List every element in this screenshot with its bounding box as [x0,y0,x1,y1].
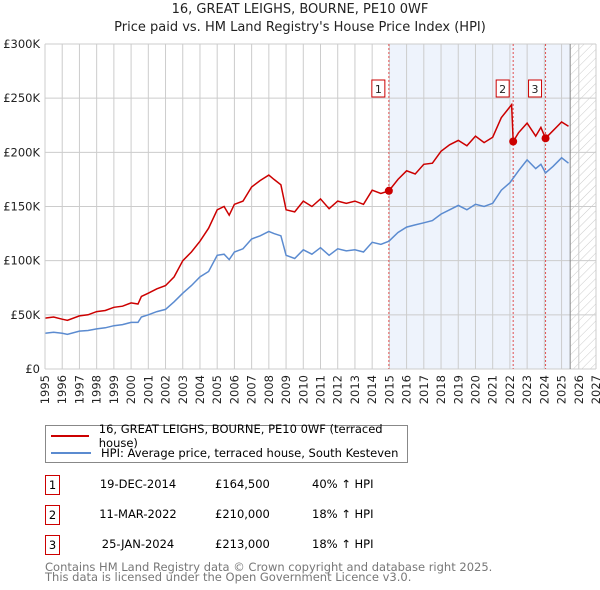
x-tick-label: 2025 [555,375,569,404]
footer-licence: This data is licensed under the Open Gov… [45,570,412,584]
y-tick-label: £0 [25,362,40,376]
x-tick-label: 2002 [159,375,173,404]
x-tick-label: 2027 [589,375,600,404]
x-tick-label: 1995 [38,375,52,404]
footer-copyright: Contains HM Land Registry data © Crown c… [45,560,493,574]
sale-point [509,137,518,146]
sale-marker-badge: 2 [45,505,60,525]
table-row: 3 25-JAN-2024 £213,000 18% ↑ HPI [45,535,465,555]
y-tick-label: £100K [3,254,40,268]
sale-price: £210,000 [215,507,270,521]
x-tick-label: 2016 [400,375,414,404]
x-tick-label: 2004 [193,375,207,404]
y-tick-label: £150K [3,200,40,214]
sale-point [384,186,393,195]
sale-marker-badge: 1 [45,475,60,495]
legend-item-hpi: HPI: Average price, terraced house, Sout… [51,445,398,461]
x-tick-label: 2000 [124,375,138,404]
sale-label: 2 [499,83,506,96]
x-tick-label: 2017 [417,375,431,404]
x-tick-label: 2010 [296,375,310,404]
sale-label-box [371,79,386,98]
x-tick-label: 1997 [72,375,86,404]
legend-swatch-red [51,435,89,437]
sale-hpi-diff: 18% ↑ HPI [312,507,374,521]
x-tick-label: 2007 [245,375,259,404]
x-tick-label: 2008 [262,375,276,404]
sale-hpi-diff: 18% ↑ HPI [312,537,374,551]
sale-label: 1 [375,83,382,96]
chart-title: 16, GREAT LEIGHS, BOURNE, PE10 0WF [171,2,429,17]
legend-label: 16, GREAT LEIGHS, BOURNE, PE10 0WF (terr… [98,422,383,450]
x-tick-label: 2018 [434,375,448,404]
x-tick-label: 1999 [107,375,121,404]
legend-item-property: 16, GREAT LEIGHS, BOURNE, PE10 0WF (terr… [51,422,407,450]
y-tick-label: £200K [3,145,40,159]
sale-marker-badge: 3 [45,535,60,555]
x-tick-label: 2023 [520,375,534,404]
x-tick-label: 2013 [348,375,362,404]
sale-date: 19-DEC-2014 [99,477,177,491]
x-tick-label: 2005 [210,375,224,404]
series-line [44,156,569,336]
sale-date: 25-JAN-2024 [101,537,175,551]
y-tick-label: £250K [3,91,40,105]
x-tick-label: 2019 [451,375,465,404]
y-tick-label: £300K [3,37,40,51]
series-line [44,102,569,322]
x-tick-label: 1998 [90,375,104,404]
x-tick-label: 2020 [468,375,482,404]
legend-label: HPI: Average price, terraced house, Sout… [101,446,399,460]
legend: 16, GREAT LEIGHS, BOURNE, PE10 0WF (terr… [45,422,408,463]
sale-price: £164,500 [215,477,270,491]
x-tick-label: 2006 [227,375,241,404]
x-tick-label: 2003 [176,375,190,404]
table-row: 1 19-DEC-2014 £164,500 40% ↑ HPI [45,475,465,495]
sale-label-box [495,79,510,98]
x-tick-label: 2012 [331,375,345,404]
x-tick-label: 2011 [314,375,328,404]
x-tick-label: 2024 [537,375,551,404]
sale-hpi-diff: 40% ↑ HPI [312,477,374,491]
sale-price: £213,000 [215,537,270,551]
table-row: 2 11-MAR-2022 £210,000 18% ↑ HPI [45,505,465,525]
sale-label: 3 [532,83,539,96]
x-tick-label: 1996 [55,375,69,404]
x-tick-label: 2014 [365,375,379,404]
x-tick-label: 2001 [141,375,155,404]
sale-point [541,134,550,143]
x-tick-label: 2022 [503,375,517,404]
x-tick-label: 2026 [572,375,586,404]
sale-label-box [528,79,543,98]
chart-subtitle: Price paid vs. HM Land Registry's House … [114,20,486,35]
x-tick-label: 2021 [486,375,500,404]
price-chart: 1995 1996 1997 1998 1999 2000 2001 2002 2003 2004… [3,37,600,404]
x-tick-label: 2015 [382,375,396,404]
x-tick-label: 2009 [279,375,293,404]
y-tick-label: £50K [11,308,41,322]
legend-swatch-blue [51,452,91,454]
sale-date: 11-MAR-2022 [99,507,177,521]
